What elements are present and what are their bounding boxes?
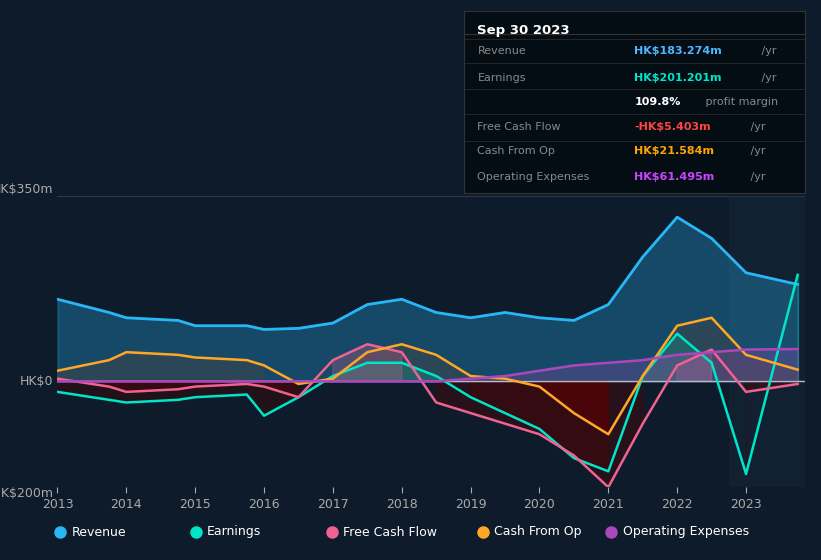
Text: Free Cash Flow: Free Cash Flow — [478, 122, 561, 132]
Text: 109.8%: 109.8% — [635, 97, 681, 107]
Text: /yr: /yr — [746, 122, 765, 132]
Text: Earnings: Earnings — [478, 73, 526, 83]
Text: profit margin: profit margin — [702, 97, 777, 107]
Text: HK$0: HK$0 — [21, 375, 53, 388]
Text: Earnings: Earnings — [207, 525, 261, 539]
Text: -HK$200m: -HK$200m — [0, 487, 53, 500]
Text: HK$21.584m: HK$21.584m — [635, 146, 714, 156]
Bar — [729, 191, 821, 487]
Text: /yr: /yr — [746, 146, 765, 156]
Text: HK$183.274m: HK$183.274m — [635, 46, 722, 56]
Text: /yr: /yr — [758, 46, 777, 56]
Text: -HK$5.403m: -HK$5.403m — [635, 122, 711, 132]
Text: Operating Expenses: Operating Expenses — [622, 525, 749, 539]
Text: Operating Expenses: Operating Expenses — [478, 172, 589, 182]
Text: Revenue: Revenue — [478, 46, 526, 56]
Text: HK$61.495m: HK$61.495m — [635, 172, 714, 182]
Text: Cash From Op: Cash From Op — [494, 525, 582, 539]
Text: Free Cash Flow: Free Cash Flow — [343, 525, 437, 539]
Text: HK$201.201m: HK$201.201m — [635, 73, 722, 83]
Text: /yr: /yr — [746, 172, 765, 182]
Text: HK$350m: HK$350m — [0, 183, 53, 196]
Text: Revenue: Revenue — [71, 525, 126, 539]
Text: Cash From Op: Cash From Op — [478, 146, 555, 156]
Text: /yr: /yr — [758, 73, 777, 83]
Text: Sep 30 2023: Sep 30 2023 — [478, 24, 570, 37]
